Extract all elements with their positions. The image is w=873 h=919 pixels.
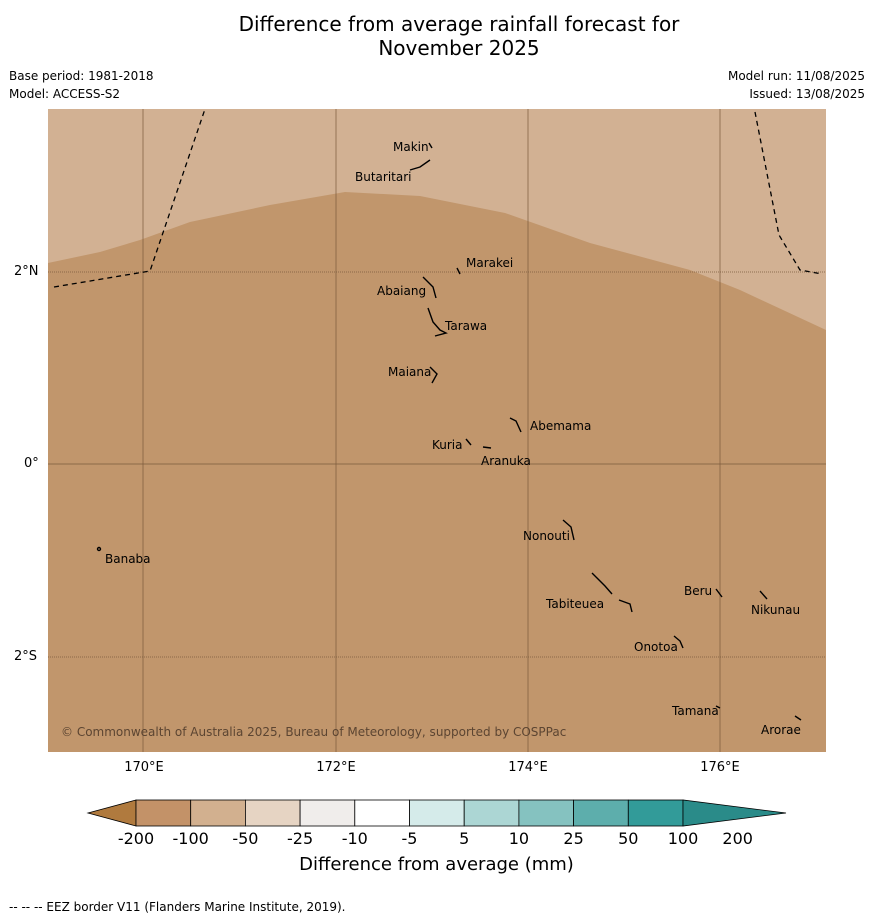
colorbar-segment [409,799,465,827]
lat-label-0: 0° [24,456,39,471]
lon-label-170e: 170°E [124,760,164,775]
colorbar-tick-label: 50 [618,829,639,848]
title-line-2: November 2025 [378,36,540,60]
colorbar-extend-low [86,799,137,827]
meta-right: Model run: 11/08/2025 Issued: 13/08/2025 [728,67,865,103]
lat-label-2n: 2°N [14,264,39,279]
island-label: Kuria [432,438,463,452]
colorbar-segment [190,799,246,827]
grid-lines [48,109,826,752]
lon-label-174e: 174°E [508,760,548,775]
issued-date: Issued: 13/08/2025 [749,87,865,101]
colorbar-tick-label: 25 [563,829,584,848]
copyright-notice: © Commonwealth of Australia 2025, Bureau… [61,725,566,739]
island-label: Abaiang [377,284,426,298]
colorbar-segment [354,799,410,827]
island-shapes [96,142,802,721]
chart-title: Difference from average rainfall forecas… [0,12,873,60]
colorbar-tick-label: 100 [667,829,699,848]
lon-label-172e: 172°E [316,760,356,775]
colorbar-extend-high [682,799,787,827]
colorbar-tick-label: -100 [172,829,209,848]
colorbar-label: Difference from average (mm) [299,854,574,875]
model-name: Model: ACCESS-S2 [9,87,121,101]
island-labels: Makin Butaritari Marakei Abaiang Tarawa … [61,140,801,739]
island-label: Tamana [671,704,719,718]
island-label: Makin [393,140,429,154]
island-label: Tarawa [444,319,487,333]
colorbar-segment [573,799,629,827]
lat-label-2s: 2°S [14,649,38,664]
island-label: Abemama [530,419,591,433]
colorbar-tick-label: 200 [722,829,753,848]
lon-label-176e: 176°E [700,760,740,775]
light-dry-region [48,109,826,330]
colorbar-tick-label: -25 [287,829,314,848]
island-label: Nikunau [751,603,800,617]
colorbar-tick-label: -50 [232,829,259,848]
island-label: Banaba [105,552,151,566]
island-label: Onotoa [634,640,678,654]
colorbar-segment [244,799,301,827]
colorbar-segments [86,799,787,827]
colorbar-tick-label: -5 [401,829,418,848]
island-label: Arorae [761,723,801,737]
meta-left: Base period: 1981-2018 Model: ACCESS-S2 [9,67,154,103]
island-label: Aranuka [481,454,531,468]
island-label: Butaritari [355,170,412,184]
island-label: Marakei [466,256,513,270]
colorbar-tick-label: 10 [508,829,530,848]
colorbar-segment [518,799,575,827]
colorbar-tick-label: 5 [459,829,470,848]
forecast-map: Makin Butaritari Marakei Abaiang Tarawa … [48,108,826,752]
eez-border [53,108,823,288]
colorbar-tick-label: -10 [341,829,368,848]
title-line-1: Difference from average rainfall forecas… [238,12,680,36]
model-run: Model run: 11/08/2025 [727,69,865,83]
colorbar-segment [627,799,684,827]
island-label: Nonouti [523,529,570,543]
eez-footnote: -- -- -- EEZ border V11 (Flanders Marine… [9,900,346,914]
colorbar-tick-label: -200 [117,829,155,848]
island-label: Beru [684,584,712,598]
island-label: Tabiteuea [545,597,604,611]
colorbar-segment [299,799,356,827]
base-period: Base period: 1981-2018 [9,69,154,83]
island-label: Maiana [388,365,431,379]
colorbar-segment [463,799,520,827]
colorbar-segment [135,799,192,827]
